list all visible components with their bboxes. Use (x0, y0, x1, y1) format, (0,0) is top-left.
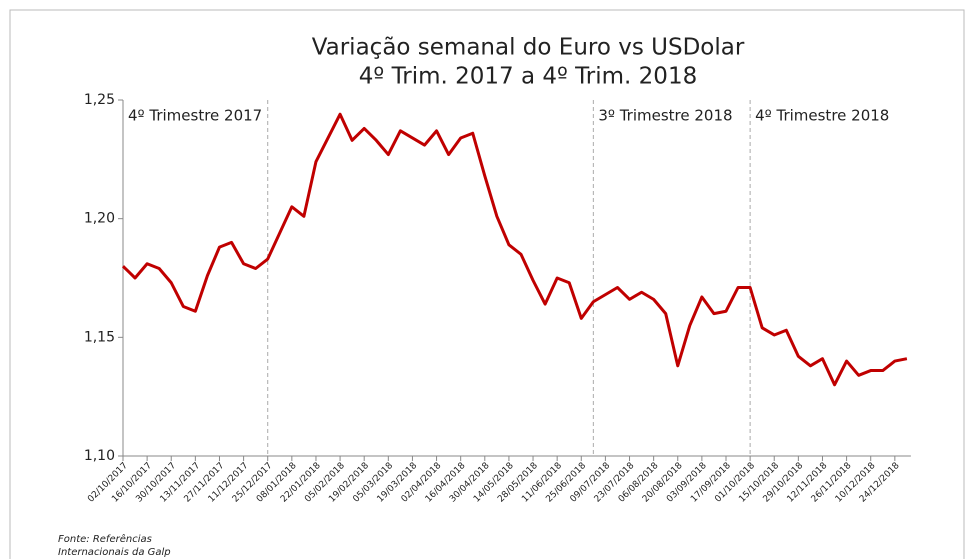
chart-title: Variação semanal do Euro vs USDolar (312, 35, 745, 61)
y-tick-label: 1,25 (84, 92, 115, 108)
y-tick-label: 1,10 (84, 448, 115, 464)
line (121, 112, 908, 387)
y-tick-label: 1,15 (84, 329, 115, 345)
period-label: 4º Trimestre 2017 (128, 107, 262, 125)
chart-subtitle: 4º Trim. 2017 a 4º Trim. 2018 (359, 64, 697, 90)
frame (9, 9, 965, 559)
period-label: 4º Trimestre 2018 (755, 107, 889, 125)
source: Fonte: Referências (58, 533, 152, 545)
source: Internacionais da Galp (58, 547, 171, 558)
y-tick-label: 1,20 (84, 211, 115, 227)
period-label: 3º Trimestre 2018 (598, 107, 732, 125)
